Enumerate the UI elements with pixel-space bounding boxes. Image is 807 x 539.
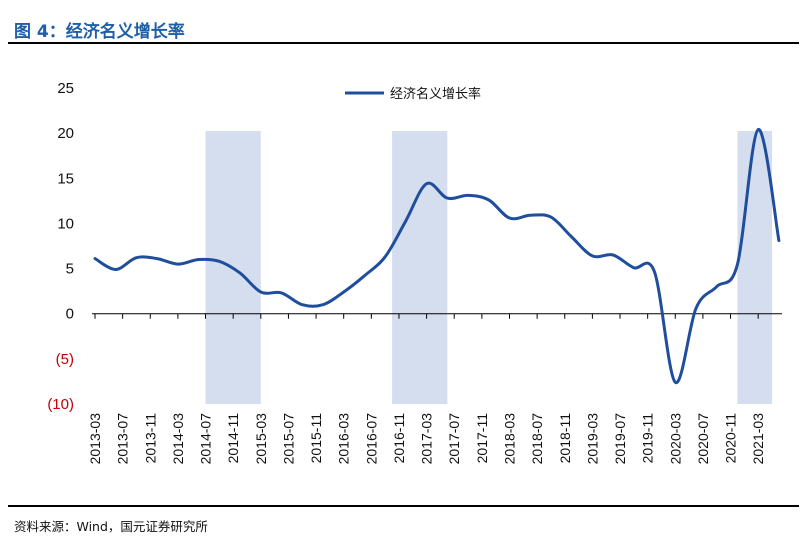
x-tick-label: 2016-03 (336, 413, 352, 465)
y-tick-label: 10 (57, 215, 74, 232)
x-tick-label: 2014-07 (198, 413, 214, 465)
legend: 经济名义增长率 (345, 86, 481, 102)
x-tick-label: 2016-11 (391, 413, 407, 464)
x-tick-label: 2020-07 (695, 413, 711, 465)
y-tick-label: 20 (57, 125, 74, 142)
x-tick-label: 2015-11 (308, 413, 324, 464)
x-tick-label: 2018-11 (557, 413, 573, 464)
x-tick-label: 2017-03 (419, 413, 435, 465)
y-tick-label: 5 (66, 261, 74, 278)
x-tick-label: 2020-03 (667, 413, 683, 465)
x-tick-label: 2019-07 (612, 413, 628, 465)
x-tick-label: 2018-07 (529, 413, 545, 465)
x-tick-label: 2013-07 (115, 413, 131, 465)
x-tick-label: 2017-11 (474, 413, 490, 464)
y-tick-label: (10) (47, 396, 74, 413)
shaded-periods (205, 131, 772, 404)
x-tick-label: 2020-11 (723, 413, 739, 464)
series-group (93, 127, 781, 384)
bottom-rule (8, 505, 799, 507)
shaded-band-3 (737, 131, 772, 404)
y-tick-label: 0 (66, 306, 74, 323)
y-tick-label: 15 (57, 170, 74, 187)
x-tick-label: 2021-03 (750, 413, 766, 465)
series-line-1 (93, 127, 781, 384)
shaded-band-2 (392, 131, 448, 404)
x-axis: 2013-03 2013-07 2013-11 2014-03 2014-07 2014-… (87, 313, 782, 465)
x-tick-label: 2019-11 (640, 413, 656, 464)
x-tick-label: 2015-07 (280, 413, 296, 465)
x-tick-label: 2014-11 (225, 413, 241, 464)
y-tick-label: (5) (56, 351, 74, 368)
legend-label: 经济名义增长率 (390, 86, 481, 102)
x-tick-label: 2017-07 (446, 413, 462, 465)
x-tick-label: 2013-03 (87, 413, 103, 465)
top-rule (8, 42, 799, 44)
figure-title: 图 4：经济名义增长率 (14, 22, 185, 42)
x-tick-label: 2016-07 (363, 413, 379, 465)
y-axis: 25 20 15 10 5 0 (5) (10) (47, 80, 74, 413)
y-tick-label: 25 (57, 80, 74, 97)
x-tick-label: 2013-11 (142, 413, 158, 464)
x-tick-label: 2019-03 (584, 413, 600, 465)
source-note: 资料来源：Wind，国元证券研究所 (14, 519, 208, 534)
x-tick-label: 2018-03 (501, 413, 517, 465)
x-tick-label: 2015-03 (253, 413, 269, 465)
x-tick-label: 2014-03 (170, 413, 186, 465)
